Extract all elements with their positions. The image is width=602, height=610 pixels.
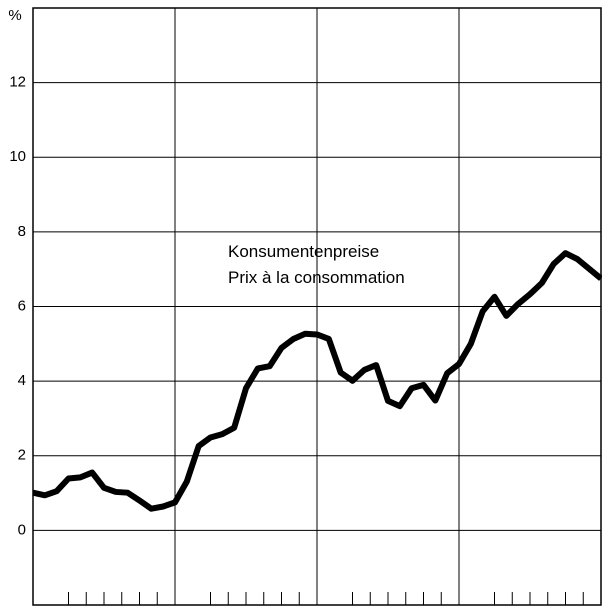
y-tick-label: 2 [18,447,26,464]
y-tick-label: 6 [18,297,26,314]
y-axis-label: % [8,7,21,24]
y-tick-label: 0 [18,521,26,538]
data-line [32,250,602,512]
annotation: Konsumentenpreise [228,242,379,261]
y-tick-label: 12 [9,74,26,91]
annotation: Prix à la consommation [228,268,405,287]
y-tick-label: 4 [18,372,26,389]
y-tick-label: 8 [18,223,26,240]
y-tick-label: 10 [9,148,26,165]
